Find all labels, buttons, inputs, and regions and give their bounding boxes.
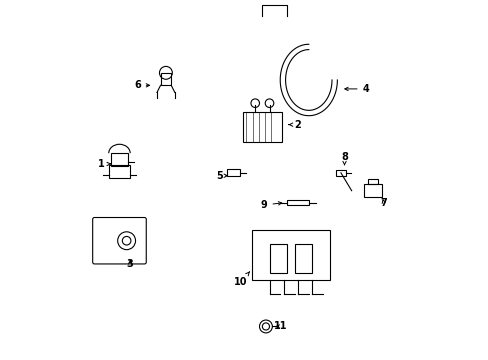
Text: 8: 8: [341, 152, 347, 165]
Text: 10: 10: [234, 272, 249, 287]
Text: 6: 6: [134, 80, 149, 90]
Text: 9: 9: [260, 200, 281, 210]
Bar: [227, 169, 240, 176]
Text: 3: 3: [126, 259, 133, 269]
Bar: [287, 200, 308, 205]
Text: 11: 11: [273, 321, 286, 332]
Bar: [364, 184, 381, 197]
Bar: [160, 73, 171, 85]
Text: 4: 4: [344, 84, 368, 94]
Bar: [108, 165, 130, 178]
Text: 1: 1: [98, 159, 110, 169]
Text: 7: 7: [380, 198, 386, 208]
Bar: [110, 153, 128, 166]
Bar: [242, 112, 282, 143]
Bar: [335, 170, 346, 176]
Text: 2: 2: [288, 120, 301, 130]
Bar: [294, 244, 312, 273]
Bar: [269, 244, 287, 273]
Bar: [251, 230, 329, 280]
Bar: [367, 179, 378, 184]
Text: 5: 5: [216, 171, 227, 181]
